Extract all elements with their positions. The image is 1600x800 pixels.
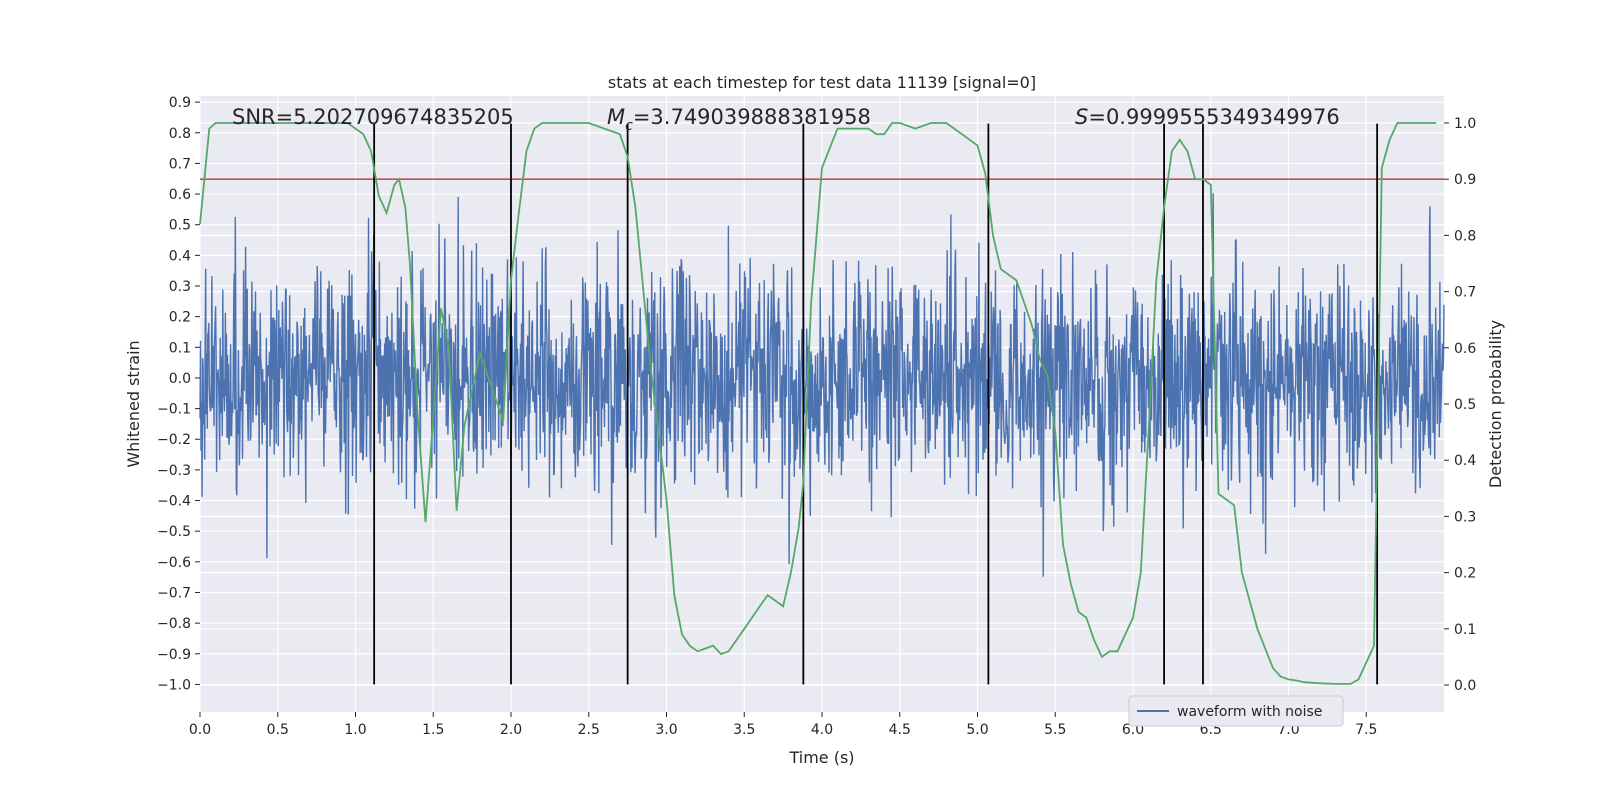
x-tick-label: 3.5 — [733, 722, 755, 738]
y2-tick-label: 0.5 — [1454, 397, 1476, 413]
chart-title: stats at each timestep for test data 111… — [608, 73, 1036, 92]
chirp-mass-annotation: Mc=3.749039888381958 — [607, 105, 871, 134]
y2-tick-label: 0.2 — [1454, 566, 1476, 582]
legend: waveform with noise — [1128, 695, 1344, 727]
y-tick-label: 0.9 — [169, 95, 191, 111]
y-tick-label: 0.3 — [169, 279, 191, 295]
y-tick-label: −0.4 — [157, 494, 191, 510]
mc-symbol: M — [607, 105, 625, 129]
vertical-markers — [373, 123, 1379, 685]
y2-axis-label: Detection probability — [1486, 320, 1505, 488]
y-tick-label: 0.7 — [169, 156, 191, 172]
x-axis-ticks: 0.0 0.5 1.0 1.5 2.0 2.5 3.0 3.5 4.0 4.5 5.0 5.5 6.0 6… — [189, 712, 1377, 738]
y-tick-label: −0.7 — [157, 585, 191, 601]
x-tick-label: 4.5 — [889, 722, 911, 738]
y-axis-label: Whitened strain — [124, 340, 143, 467]
y-tick-label: 0.8 — [169, 126, 191, 142]
x-tick-label: 1.0 — [344, 722, 366, 738]
x-tick-label: 7.5 — [1355, 722, 1377, 738]
y-tick-label: 0.6 — [169, 187, 191, 203]
y-tick-label: 0.0 — [169, 371, 191, 387]
y-tick-label: 0.5 — [169, 218, 191, 234]
y-tick-label: −0.2 — [157, 432, 191, 448]
y-tick-label: 0.2 — [169, 310, 191, 326]
y-tick-label: −0.8 — [157, 616, 191, 632]
y-tick-label: −0.3 — [157, 463, 191, 479]
y2-tick-label: 0.9 — [1454, 172, 1476, 188]
legend-label: waveform with noise — [1177, 704, 1322, 720]
s-value: =0.9999555349349976 — [1088, 105, 1339, 129]
x-tick-label: 2.5 — [578, 722, 600, 738]
y2-tick-label: 0.6 — [1454, 341, 1476, 357]
mc-subscript: c — [625, 118, 633, 134]
x-tick-label: 3.0 — [655, 722, 677, 738]
x-tick-label: 0.0 — [189, 722, 211, 738]
x-tick-label: 5.0 — [966, 722, 988, 738]
y2-tick-label: 0.1 — [1454, 622, 1476, 638]
s-symbol: S — [1075, 105, 1088, 129]
x-tick-label: 4.0 — [811, 722, 833, 738]
y-tick-label: −0.1 — [157, 402, 191, 418]
x-tick-label: 2.0 — [500, 722, 522, 738]
mc-value: =3.749039888381958 — [633, 105, 871, 129]
y2-tick-label: 1.0 — [1454, 116, 1476, 132]
waveform-line — [199, 193, 1445, 577]
y2-tick-label: 0.7 — [1454, 285, 1476, 301]
y2-tick-label: 0.0 — [1454, 678, 1476, 694]
snr-annotation: SNR=5.202709674835205 — [232, 105, 514, 129]
x-tick-label: 5.5 — [1044, 722, 1066, 738]
y-axis-ticks: 0.9 0.8 0.7 0.6 0.5 0.4 0.3 0.2 0.1 0.0 −0.1 −0.2 −0… — [157, 95, 200, 693]
probability-line — [199, 122, 1437, 685]
s-annotation: S=0.9999555349349976 — [1075, 105, 1340, 129]
y-tick-label: 0.1 — [169, 340, 191, 356]
y2-tick-label: 0.3 — [1454, 509, 1476, 525]
y-tick-label: −0.9 — [157, 647, 191, 663]
y2-tick-label: 0.4 — [1454, 453, 1476, 469]
y-tick-label: −1.0 — [157, 677, 191, 693]
y-tick-label: −0.5 — [157, 524, 191, 540]
x-tick-label: 1.5 — [422, 722, 444, 738]
y-tick-label: 0.4 — [169, 248, 191, 264]
y2-tick-label: 0.8 — [1454, 228, 1476, 244]
y-tick-label: −0.6 — [157, 555, 191, 571]
probability-series — [199, 122, 1437, 685]
legend-box — [1128, 695, 1344, 727]
x-tick-label: 0.5 — [267, 722, 289, 738]
waveform-series — [199, 193, 1445, 577]
x-axis-label: Time (s) — [788, 748, 854, 767]
y2-axis-ticks: 1.0 0.9 0.8 0.7 0.6 0.5 0.4 0.3 0.2 0.1 0.0 — [1444, 116, 1476, 694]
